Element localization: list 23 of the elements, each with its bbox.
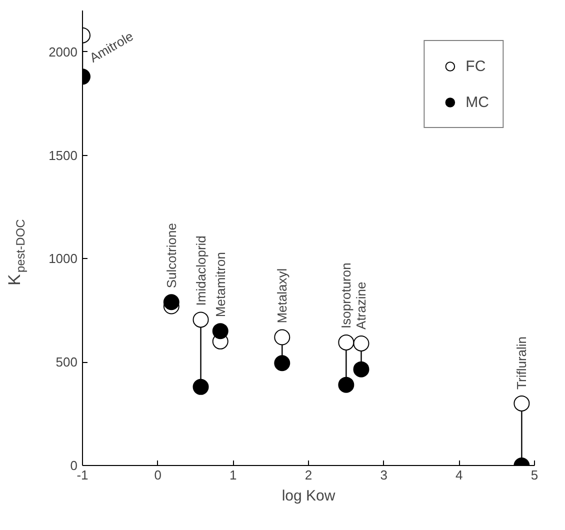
y-tick-label: 500 <box>56 354 78 370</box>
annotation: Metamitron <box>212 252 228 318</box>
annotation: Atrazine <box>354 282 369 330</box>
x-axis-title: log Kow <box>282 488 336 504</box>
x-tick-label: 0 <box>154 468 162 482</box>
y-tick-label: 0 <box>70 458 78 473</box>
x-tick-label: 5 <box>530 468 538 482</box>
x-tick-label: 3 <box>380 468 388 482</box>
x-tick-label: -1 <box>76 468 88 482</box>
annotation: Imidacloprid <box>193 236 208 306</box>
y-tick-label: 1000 <box>48 251 78 266</box>
annotation: Isoproturon <box>338 262 354 328</box>
y-tick-label: 2000 <box>48 44 78 60</box>
legend-label: FC <box>466 58 486 74</box>
y-axis-title: Kpest-DOC <box>5 218 28 286</box>
y-tick-label: 1500 <box>48 148 78 163</box>
annotation: Sulcotrione <box>164 223 179 288</box>
annotation: Metalaxyl <box>274 268 290 324</box>
legend-label: MC <box>466 94 489 110</box>
x-tick-label: 1 <box>230 468 237 482</box>
annotation: Trifluralin <box>514 336 530 390</box>
x-tick-label: 4 <box>456 468 463 482</box>
x-tick-label: 2 <box>304 468 312 482</box>
